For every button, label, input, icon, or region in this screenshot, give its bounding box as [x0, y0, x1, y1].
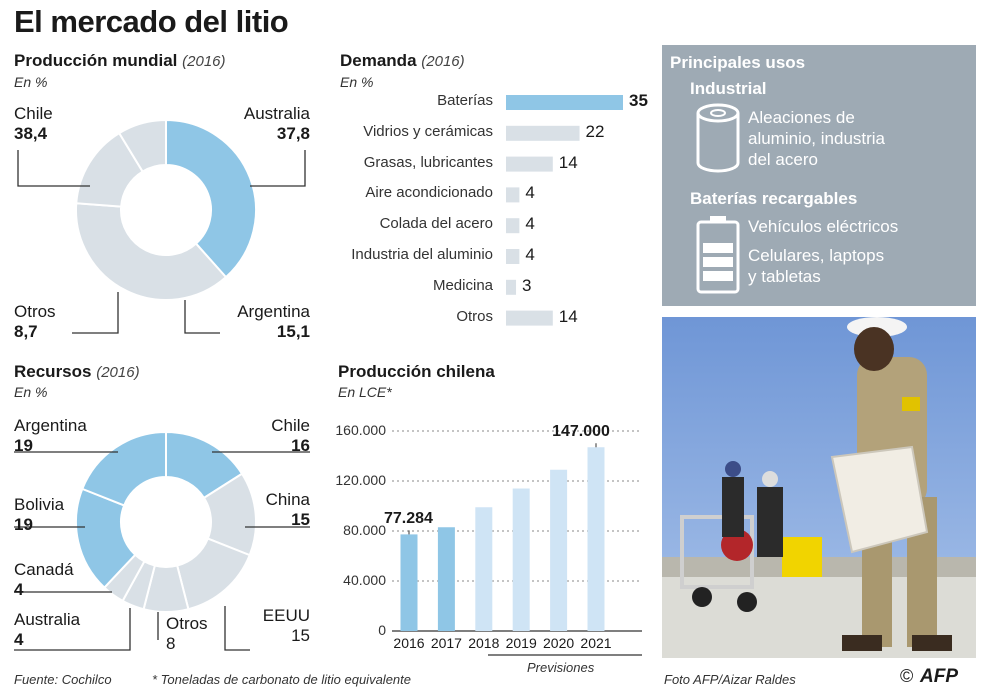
footer-note: * Toneladas de carbonato de litio equiva… [152, 672, 411, 687]
prod-label-argentina: Argentina 15,1 [237, 302, 310, 341]
rec-label-australia: Australia 4 [14, 610, 81, 649]
chile-xtick: 2021 [580, 635, 612, 651]
chile-bar [437, 527, 455, 631]
chile-xtick: 2019 [505, 635, 537, 651]
prod-label-otros: Otros 8,7 [14, 302, 56, 341]
footer-source: Fuente: Cochilco [14, 672, 112, 687]
demand-label: Medicina [432, 276, 493, 294]
leader-australia-r [14, 608, 131, 651]
usos-industrial-text: Aleaciones de aluminio, industria del ac… [748, 108, 886, 169]
leader-argentina [184, 300, 220, 334]
chile-xtick: 2020 [543, 635, 575, 651]
usos-industrial-title: Industrial [690, 79, 767, 98]
demand-label: Industria del aluminio [351, 246, 493, 263]
usos-heading: Principales usos [670, 53, 806, 72]
battery-icon [696, 215, 740, 300]
demand-label: Aire acondicionado [365, 184, 493, 202]
prod-label-australia: Australia 37,8 [243, 104, 310, 143]
chile-unit: En LCE* [338, 384, 392, 400]
rec-label-argentina: Argentina 19 [14, 416, 87, 455]
demand-value: 22 [585, 121, 605, 141]
prod-slice-australia [75, 202, 228, 301]
page-title: El mercado del litio [14, 4, 289, 39]
demand-value: 14 [558, 306, 578, 326]
produccion-unit: En % [14, 74, 48, 90]
chile-ytick: 0 [378, 622, 386, 638]
rec-label-canada: Canadá 4 [14, 560, 74, 599]
rec-slice-argentina [81, 430, 167, 507]
chile-bar [587, 447, 605, 631]
footer-photo-credit: Foto AFP/Aizar Raldes [664, 672, 796, 687]
chile-heading: Producción chilena [338, 362, 495, 381]
demand-label: Baterías [437, 92, 493, 109]
demand-bar [506, 310, 553, 326]
demand-label: Vidrios y cerámicas [363, 122, 493, 140]
chile-ytick: 120.000 [335, 472, 386, 488]
usos-panel: Principales usos Industrial Aleaciones d… [662, 45, 976, 306]
demand-bar [506, 187, 520, 203]
produccion-heading: Producción mundial (2016) [14, 51, 226, 70]
afp-logo: AFP [920, 666, 958, 687]
recursos-heading: Recursos (2016) [14, 362, 140, 381]
copyright-symbol: © [900, 666, 914, 686]
demand-label: Otros [456, 307, 493, 325]
chile-xtick: 2018 [468, 635, 500, 651]
chile-bar [512, 488, 530, 631]
salt-flat-photo [662, 317, 976, 658]
rec-label-china: China 15 [265, 490, 310, 529]
rec-label-bolivia: Bolivia 19 [14, 495, 65, 534]
demanda-heading: Demanda (2016) [340, 51, 465, 70]
prod-slice-chile [165, 118, 257, 279]
chile-ytick: 40.000 [343, 572, 386, 588]
previsiones-label: Previsiones [527, 660, 595, 675]
demand-bar [506, 279, 517, 295]
rec-label-otros: Otros 8 [166, 614, 208, 653]
demand-bar [506, 218, 520, 234]
demand-bar [506, 156, 553, 172]
usos-celulares: Celulares, laptops y tabletas [748, 246, 885, 286]
demand-label: Grasas, lubricantes [363, 153, 493, 171]
chile-bar [400, 534, 418, 631]
demand-value: 35 [629, 91, 648, 110]
chile-data-label: 147.000 [552, 423, 610, 441]
chile-ytick: 160.000 [335, 422, 386, 438]
demanda-unit: En % [340, 74, 374, 90]
chile-ytick: 80.000 [343, 522, 386, 538]
demand-label: Colada del acero [379, 215, 493, 233]
prod-label-chile: Chile 38,4 [14, 104, 53, 143]
usos-baterias-title: Baterías recargables [690, 189, 858, 208]
leader-eeuu [224, 606, 250, 651]
leader-australia [250, 150, 306, 187]
demand-bar [506, 95, 623, 110]
recursos-unit: En % [14, 384, 48, 400]
demand-value: 4 [525, 245, 535, 264]
demand-bar [506, 249, 520, 264]
demand-value: 14 [558, 152, 578, 172]
chile-data-label: 77.284 [384, 510, 433, 528]
prod-slice-otros [117, 118, 167, 173]
demand-bar [506, 125, 580, 141]
demand-value: 4 [525, 214, 535, 234]
rec-label-chile: Chile 16 [271, 416, 310, 455]
metal-roll-icon [692, 103, 744, 178]
leader-chile [17, 150, 90, 187]
demand-value: 4 [525, 183, 535, 203]
rec-label-eeuu: EEUU 15 [262, 606, 310, 645]
chile-bar [475, 507, 493, 631]
usos-vehiculos: Vehículos eléctricos [748, 217, 899, 236]
chile-xtick: 2017 [430, 635, 462, 651]
chile-bar [550, 469, 568, 631]
leader-otros [72, 292, 119, 334]
demand-value: 3 [522, 275, 532, 295]
chile-xtick: 2016 [393, 635, 425, 651]
